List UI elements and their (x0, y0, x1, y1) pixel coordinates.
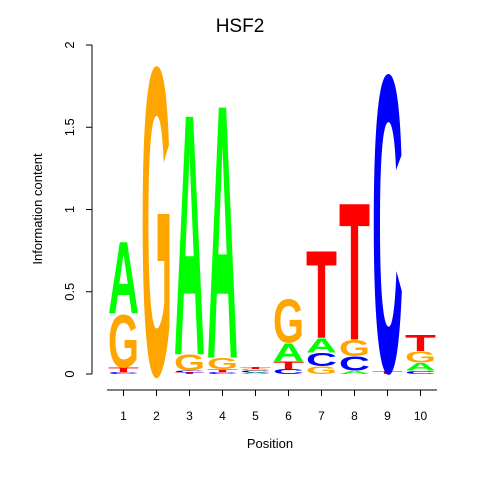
x-tick-label: 1 (120, 409, 127, 423)
x-tick-label: 6 (285, 409, 292, 423)
logo-letter-t: T (306, 225, 337, 365)
logo-letter-t: T (339, 163, 370, 382)
y-tick-label: 0 (62, 370, 77, 377)
logo-letter-a: A (108, 220, 139, 335)
logo-letter-t: T (405, 331, 436, 357)
y-tick-label: 2 (62, 41, 77, 48)
logo-letter-c: C (372, 0, 403, 462)
x-tick-label: 10 (414, 409, 428, 423)
y-tick-label: 1.5 (62, 118, 77, 136)
x-tick-label: 5 (252, 409, 259, 423)
x-tick-label: 7 (318, 409, 325, 423)
y-axis: 0 0.5 1 1.5 2 (62, 41, 92, 377)
logo-letter-g: G (141, 0, 172, 468)
logo-letter-g: G (273, 288, 304, 357)
x-axis-label: Position (247, 436, 293, 451)
x-tick-label: 8 (351, 409, 358, 423)
y-tick-label: 1 (62, 206, 77, 213)
logo-letter-a: A (207, 29, 238, 435)
y-axis-label: Information content (30, 153, 45, 265)
logo-letter-a: A (174, 43, 205, 429)
y-ticks: 0 0.5 1 1.5 2 (62, 41, 92, 377)
y-tick-label: 0.5 (62, 283, 77, 301)
logo-letter-t: T (240, 367, 271, 370)
